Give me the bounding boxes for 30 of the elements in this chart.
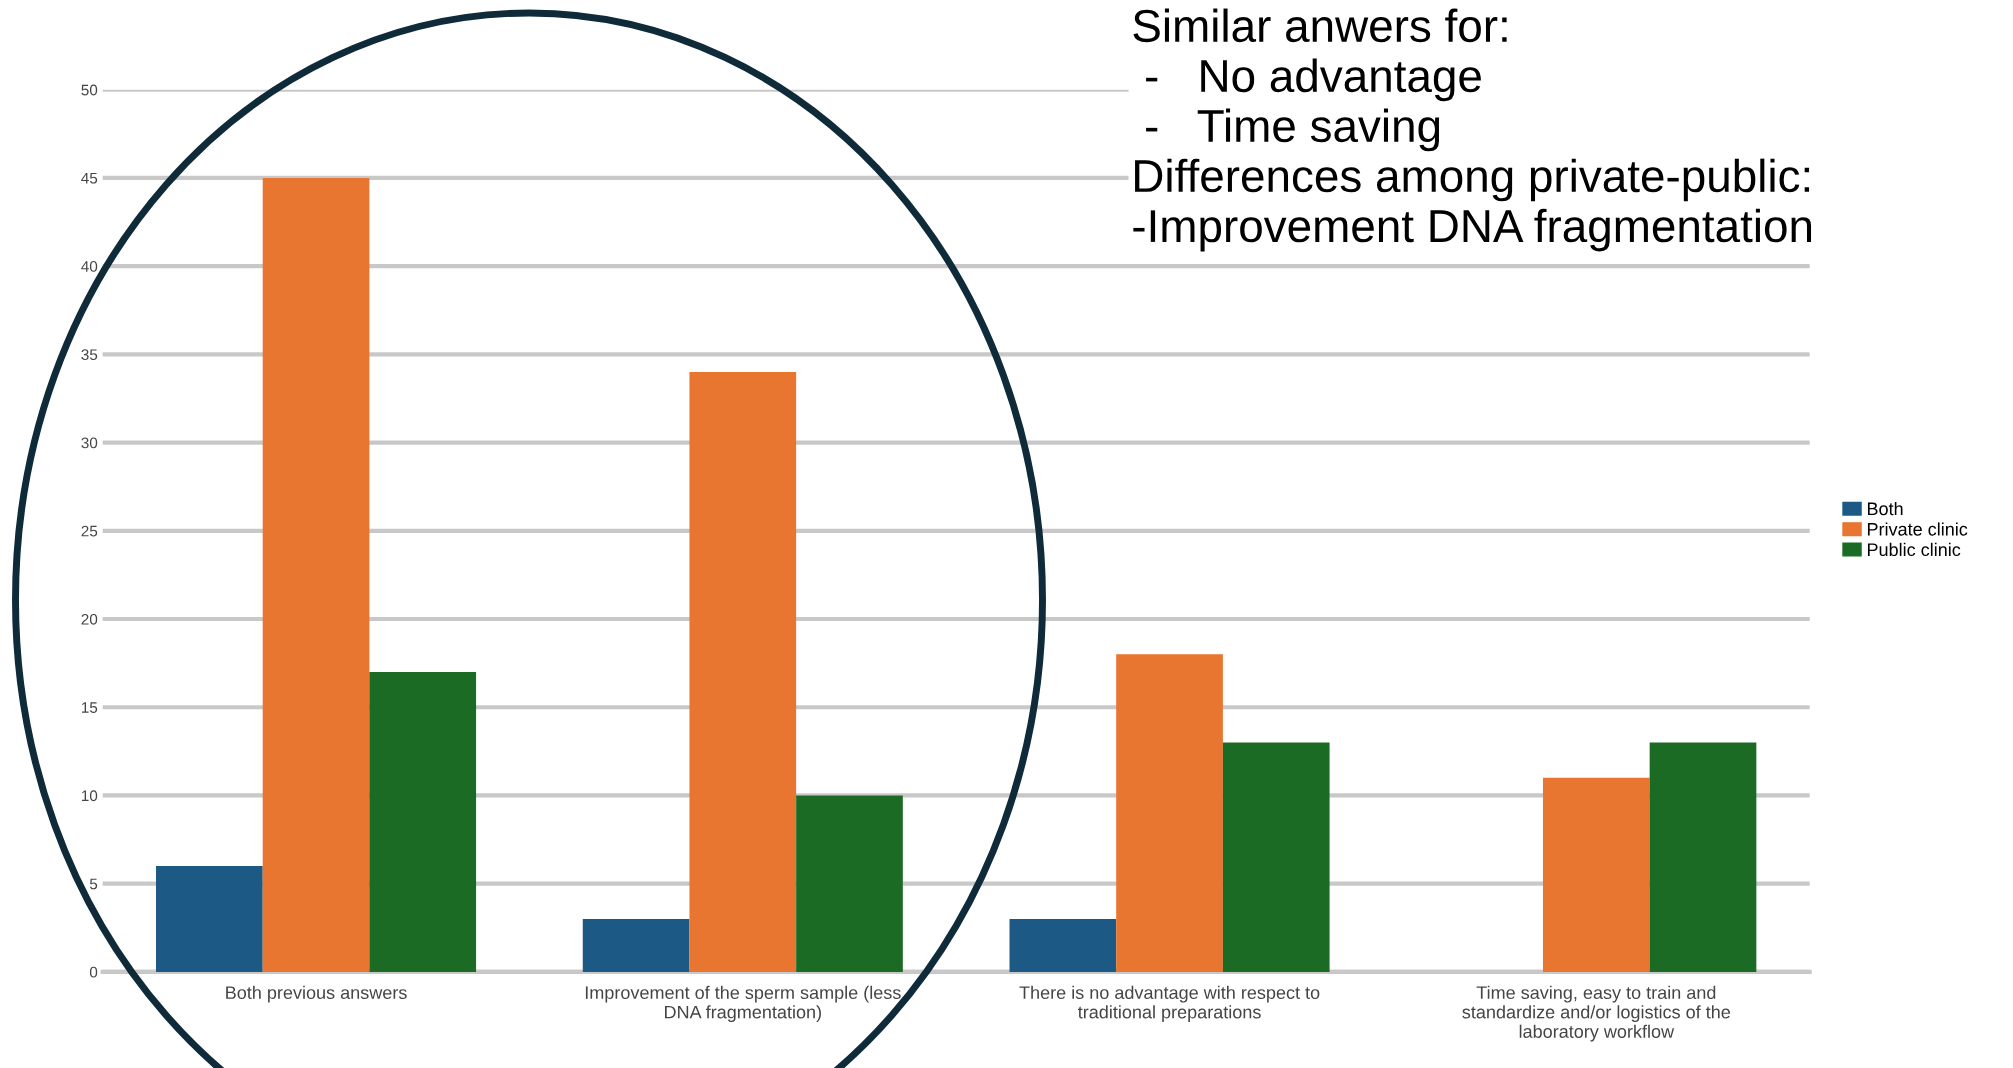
y-tick-label: 40 xyxy=(81,261,98,272)
y-tick-label: 15 xyxy=(81,702,98,713)
legend-label: Both xyxy=(1867,501,1903,516)
annotation: Similar anwers for: - No advantage - Time saving Differences among private-public: -Improvement DNA fragmentation xyxy=(1133,8,1812,252)
bar xyxy=(796,795,903,972)
bar xyxy=(369,671,477,972)
bar xyxy=(156,866,263,972)
y-tick-label: 20 xyxy=(81,613,98,625)
y-tick-label: 0 xyxy=(89,966,98,978)
y-tick-label: 45 xyxy=(81,172,98,184)
y-tick-label: 50 xyxy=(81,84,98,96)
bar xyxy=(689,372,797,972)
bar xyxy=(262,177,370,972)
bar xyxy=(1222,742,1330,972)
bar xyxy=(582,918,690,972)
x-tick-label: Improvement of the sperm sample (less DNA fragmentation) xyxy=(585,985,901,1023)
y-tick-label: 5 xyxy=(89,878,98,890)
y-tick-label: 10 xyxy=(81,790,98,802)
legend-label: Private clinic xyxy=(1867,522,1968,536)
x-tick-label: Time saving, easy to train and standardize and/or logistics of the laboratory workflow xyxy=(1462,985,1731,1042)
y-tick-label: 30 xyxy=(81,437,98,449)
bar xyxy=(1649,742,1757,972)
bar xyxy=(1116,654,1223,972)
x-tick-label: Both previous answers xyxy=(226,985,407,1003)
x-tick-label: There is no advantage with respect to traditional preparations xyxy=(1019,985,1320,1023)
bar xyxy=(1009,918,1117,972)
y-tick-label: 25 xyxy=(81,525,98,537)
y-tick-label: 35 xyxy=(81,349,98,361)
legend-label: Public clinic xyxy=(1867,542,1961,557)
bar xyxy=(1542,777,1650,972)
